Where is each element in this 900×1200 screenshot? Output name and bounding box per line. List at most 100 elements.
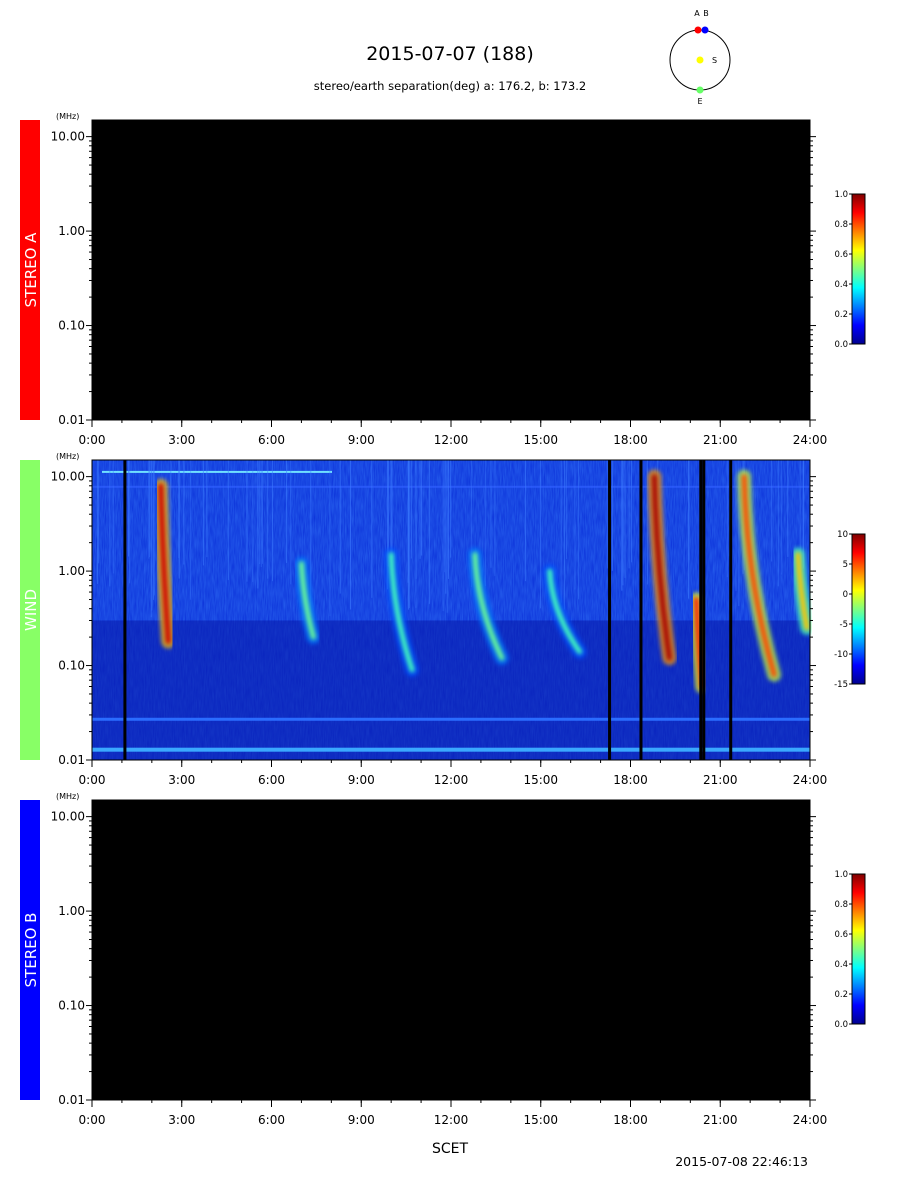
faint-burst xyxy=(267,460,269,579)
separation-subtitle: stereo/earth separation(deg) a: 176.2, b… xyxy=(314,79,586,93)
stereo-a-marker xyxy=(694,26,702,34)
x-tick-label: 12:00 xyxy=(434,1113,469,1127)
radio-burst xyxy=(651,474,672,661)
data-gap xyxy=(608,460,612,760)
stereo-b-label: B xyxy=(703,9,709,18)
faint-burst xyxy=(415,460,417,579)
faint-burst xyxy=(148,460,150,559)
faint-burst xyxy=(286,460,288,563)
y-tick-label: 0.10 xyxy=(58,319,85,333)
instrument-color-bar xyxy=(20,120,40,420)
colorbar-tick-label: 0.2 xyxy=(834,310,848,320)
faint-burst xyxy=(628,460,630,569)
faint-burst xyxy=(386,460,388,590)
faint-burst xyxy=(260,460,262,567)
faint-burst xyxy=(803,460,805,568)
faint-burst xyxy=(271,460,273,582)
colorbar-tick-label: 0.0 xyxy=(834,1020,848,1030)
faint-burst xyxy=(484,460,486,586)
faint-burst xyxy=(428,460,430,604)
colorbar-tick-label: 10 xyxy=(837,530,848,540)
faint-burst xyxy=(170,460,172,577)
faint-burst xyxy=(415,460,417,608)
x-tick-label: 3:00 xyxy=(168,773,195,787)
faint-burst xyxy=(566,460,568,559)
faint-burst xyxy=(447,460,449,579)
faint-burst xyxy=(97,460,99,584)
faint-burst xyxy=(252,460,254,582)
faint-burst xyxy=(259,460,261,565)
faint-burst xyxy=(419,460,421,559)
earth-label: E xyxy=(697,97,702,106)
faint-burst xyxy=(153,460,155,600)
colorbar xyxy=(851,193,866,345)
colorbar-tick-label: 0.0 xyxy=(834,340,848,350)
faint-burst xyxy=(524,460,526,582)
faint-burst xyxy=(560,460,562,603)
x-tick-label: 0:00 xyxy=(79,1113,106,1127)
colorbar-tick-label: 0 xyxy=(843,590,848,600)
faint-burst xyxy=(442,460,444,612)
faint-burst xyxy=(98,460,100,564)
y-tick-label: 1.00 xyxy=(58,904,85,918)
colorbar-tick-label: -10 xyxy=(834,650,848,660)
y-unit-label: (MHz) xyxy=(56,112,79,121)
x-tick-label: 15:00 xyxy=(523,773,558,787)
y-tick-label: 0.01 xyxy=(58,413,85,427)
stereo-b-marker xyxy=(701,26,709,34)
faint-burst xyxy=(190,460,192,600)
faint-burst xyxy=(446,460,448,613)
colorbar-tick-label: 5 xyxy=(843,560,848,570)
y-tick-label: 1.00 xyxy=(58,564,85,578)
faint-burst xyxy=(202,460,204,566)
x-tick-label: 12:00 xyxy=(434,433,469,447)
faint-burst xyxy=(339,460,341,594)
faint-burst xyxy=(227,460,229,581)
faint-burst xyxy=(391,460,393,559)
faint-burst xyxy=(444,460,446,573)
faint-burst xyxy=(624,460,626,578)
faint-burst xyxy=(735,460,737,591)
faint-burst xyxy=(408,460,410,610)
faint-burst xyxy=(150,460,152,618)
faint-burst xyxy=(153,460,155,596)
panel-wind: WIND (MHz) 0.01 0.10 1.00 10.00 0:00 3:00 6:00 9:… xyxy=(20,452,866,787)
sun-label: S xyxy=(712,56,717,65)
background-line-mid xyxy=(92,717,810,721)
instrument-label: WIND xyxy=(22,589,40,631)
faint-burst xyxy=(540,460,542,609)
data-gap xyxy=(729,460,733,760)
x-tick-label: 12:00 xyxy=(434,773,469,787)
radio-burst xyxy=(298,561,316,640)
faint-burst xyxy=(183,460,185,565)
faint-burst xyxy=(261,460,263,564)
colorbar xyxy=(851,533,866,685)
spectrogram-area xyxy=(92,120,810,420)
faint-burst xyxy=(350,460,352,610)
radio-burst xyxy=(795,551,810,631)
data-gap xyxy=(639,460,643,760)
x-tick-label: 21:00 xyxy=(703,773,738,787)
x-tick-label: 18:00 xyxy=(613,773,648,787)
x-tick-label: 24:00 xyxy=(793,773,828,787)
x-tick-label: 18:00 xyxy=(613,433,648,447)
faint-burst xyxy=(129,460,131,584)
x-tick-label: 18:00 xyxy=(613,1113,648,1127)
figure-title: 2015-07-07 (188) xyxy=(366,43,534,65)
faint-burst xyxy=(371,460,373,598)
radio-burst xyxy=(741,474,777,678)
faint-burst xyxy=(151,460,153,611)
faint-burst xyxy=(606,460,608,569)
data-gap xyxy=(702,460,706,760)
colorbar-tick-label: 0.2 xyxy=(834,990,848,1000)
faint-burst xyxy=(574,460,576,590)
x-tick-label: 15:00 xyxy=(523,1113,558,1127)
x-tick-label: 6:00 xyxy=(258,1113,285,1127)
x-tick-label: 6:00 xyxy=(258,773,285,787)
y-tick-label: 1.00 xyxy=(58,224,85,238)
faint-burst xyxy=(246,460,248,582)
faint-burst xyxy=(206,460,208,558)
colorbar-tick-label: 0.6 xyxy=(834,250,848,260)
colorbar-tick-label: 1.0 xyxy=(834,190,848,200)
faint-burst xyxy=(621,460,623,591)
